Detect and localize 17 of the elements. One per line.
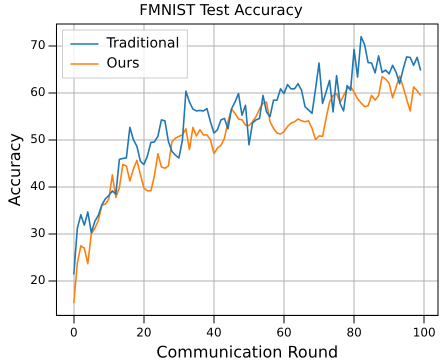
x-tick-label: 60 <box>276 326 292 340</box>
x-axis-title: Communication Round <box>156 342 338 362</box>
chart-title: FMNIST Test Accuracy <box>139 0 303 19</box>
y-tick-label: 40 <box>30 179 46 194</box>
x-tick-label: 40 <box>206 326 222 340</box>
legend-label: Ours <box>106 56 140 72</box>
x-tick-label: 80 <box>346 326 362 340</box>
y-tick-label: 20 <box>30 273 46 288</box>
legend-label: Traditional <box>105 36 180 52</box>
x-tick-label: 100 <box>412 326 436 340</box>
y-tick-label: 30 <box>30 226 46 240</box>
x-tick-label: 20 <box>136 326 152 340</box>
y-tick-label: 50 <box>30 132 46 146</box>
y-axis-title: Accuracy <box>4 133 24 206</box>
x-tick-label: 0 <box>70 326 78 340</box>
y-tick-label: 60 <box>30 85 46 100</box>
y-tick-label: 70 <box>30 38 46 52</box>
